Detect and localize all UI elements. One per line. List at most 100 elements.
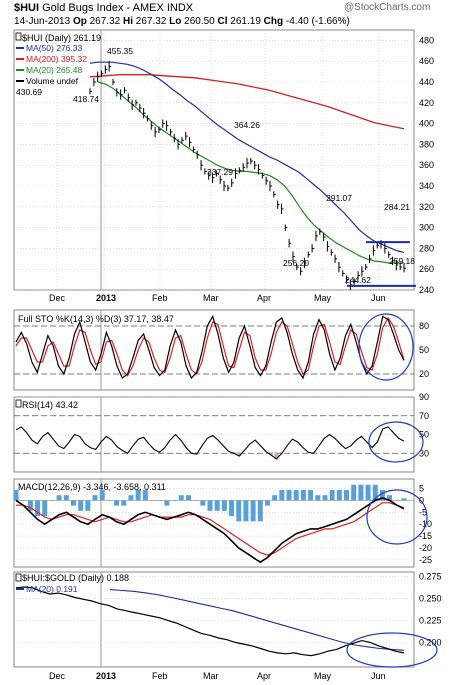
ratio-y-tick-label: 0.200: [419, 637, 442, 647]
price-y-tick-label: 280: [419, 243, 434, 253]
macd-histogram-bar: [344, 489, 350, 501]
x-axis-label-lower: Mar: [203, 671, 219, 681]
price-y-tick-label: 240: [419, 285, 434, 295]
macd-y-tick-label: -5: [419, 507, 427, 517]
macd-histogram-bar: [243, 500, 249, 522]
stoch-y-tick-label: 50: [419, 345, 429, 355]
macd-histogram-bar: [157, 500, 163, 501]
rsi-y-tick-label: 50: [419, 430, 429, 440]
macd-histogram-bar: [286, 489, 292, 501]
high-label: Hi: [122, 16, 133, 27]
macd-signal-line: [16, 502, 405, 556]
macd-histogram-bar: [135, 489, 141, 501]
macd-y-tick-label: 0: [419, 495, 424, 505]
stoch-panel-title: Full STO %K(14,3) %D(3) 37.17, 38.47: [18, 314, 174, 324]
price-y-tick-label: 360: [419, 160, 434, 170]
ratio-y-tick-label: 0.225: [419, 615, 442, 625]
quote-date: 14-Jun-2013: [14, 16, 71, 27]
macd-histogram-bar: [394, 500, 400, 501]
macd-histogram-bar: [178, 495, 184, 501]
macd-histogram-bar: [185, 495, 191, 501]
price-y-tick-label: 320: [419, 202, 434, 212]
macd-histogram-bar: [379, 489, 385, 501]
price-y-tick-label: 260: [419, 264, 434, 274]
ratio-legend-label: MA(20) 0.191: [26, 584, 78, 594]
price-annotation: 256.20: [283, 258, 309, 268]
macd-histogram-bar: [236, 500, 242, 522]
price-y-tick-label: 340: [419, 181, 434, 191]
price-y-tick-label: 460: [419, 56, 434, 66]
price-title-marker: [15, 32, 22, 41]
legend-label: MA(200) 395.32: [26, 54, 87, 64]
macd-histogram-bar: [300, 489, 306, 501]
stoch-d-line: [15, 316, 405, 377]
ratio-y-tick-label: 0.250: [419, 593, 442, 603]
price-annotation: 291.07: [326, 193, 352, 203]
macd-histogram-bar: [142, 489, 148, 501]
macd-histogram-bar: [106, 500, 112, 501]
x-axis-label-lower: May: [314, 671, 332, 681]
macd-histogram-bar: [293, 489, 299, 501]
macd-histogram-bar: [315, 495, 321, 501]
ratio-panel-title: $HUI:$GOLD (Daily) 0.188: [22, 573, 129, 583]
legend-label: MA(50) 276.33: [26, 43, 82, 53]
x-axis-label-upper: Mar: [203, 293, 219, 303]
macd-histogram-bar: [257, 500, 263, 522]
open-value: 267.32: [89, 16, 121, 27]
macd-histogram-bar: [121, 500, 127, 506]
price-y-tick-label: 440: [419, 77, 434, 87]
macd-histogram-bar: [387, 495, 393, 501]
macd-histogram-bar: [229, 500, 235, 517]
symbol-header: $HUI Gold Bugs Index - AMEX INDX: [14, 2, 193, 14]
x-axis-label-upper: Dec: [49, 293, 66, 303]
macd-histogram-bar: [13, 489, 19, 501]
x-axis-label-lower: Apr: [257, 671, 271, 681]
x-axis-label-upper: Apr: [257, 293, 271, 303]
macd-histogram-bar: [322, 495, 328, 501]
macd-histogram-bar: [329, 489, 335, 501]
macd-histogram-bar: [114, 500, 120, 506]
legend-label: MA(20) 265.48: [26, 65, 82, 75]
legend-label: Volume undef: [26, 76, 79, 86]
macd-histogram-bar: [336, 489, 342, 501]
stoch-y-tick-label: 20: [419, 369, 429, 379]
macd-histogram-bar: [42, 500, 48, 517]
ma200-line: [89, 74, 405, 130]
price-y-tick-label: 400: [419, 119, 434, 129]
price-annotation: 244.62: [345, 275, 371, 285]
macd-y-tick-label: 5: [419, 484, 424, 494]
macd-histogram-bar: [171, 500, 177, 501]
macd-y-tick-label: -25: [419, 555, 432, 565]
x-axis-label-upper: 2013: [96, 293, 116, 303]
ratio-highlight-circle: [346, 632, 438, 668]
close-value: 261.19: [230, 16, 261, 27]
macd-histogram-bar: [358, 484, 364, 501]
ratio-ma20-line: [109, 589, 405, 651]
rsi-title-marker: [15, 399, 22, 408]
x-axis-label-upper: Feb: [152, 293, 168, 303]
macd-histogram-bar: [351, 484, 357, 501]
ratio-y-tick-label: 0.275: [419, 571, 442, 581]
price-panel-title: $HUI (Daily) 261.19: [22, 33, 101, 43]
macd-histogram-bar: [150, 500, 156, 501]
price-y-tick-label: 300: [419, 223, 434, 233]
macd-line: [15, 497, 405, 564]
open-label: Op: [72, 16, 87, 27]
price-panel: [13, 29, 415, 291]
macd-histogram-bar: [78, 500, 84, 511]
price-annotation: 418.74: [73, 94, 99, 104]
x-axis-label-upper: Jun: [371, 293, 386, 303]
price-annotation: 337.29: [207, 167, 233, 177]
rsi-panel-title: RSI(14) 43.42: [22, 400, 78, 410]
macd-highlight-circle: [366, 489, 428, 545]
low-value: 260.50: [184, 16, 215, 27]
macd-histogram-bar: [372, 484, 378, 501]
macd-histogram-bar: [264, 500, 270, 506]
price-y-tick-label: 380: [419, 139, 434, 149]
high-value: 267.32: [135, 16, 167, 27]
rsi-line: [15, 426, 405, 460]
macd-histogram-bar: [92, 495, 98, 501]
macd-histogram-bar: [27, 500, 33, 511]
macd-histogram-bar: [70, 500, 76, 506]
macd-histogram-bar: [99, 489, 105, 501]
